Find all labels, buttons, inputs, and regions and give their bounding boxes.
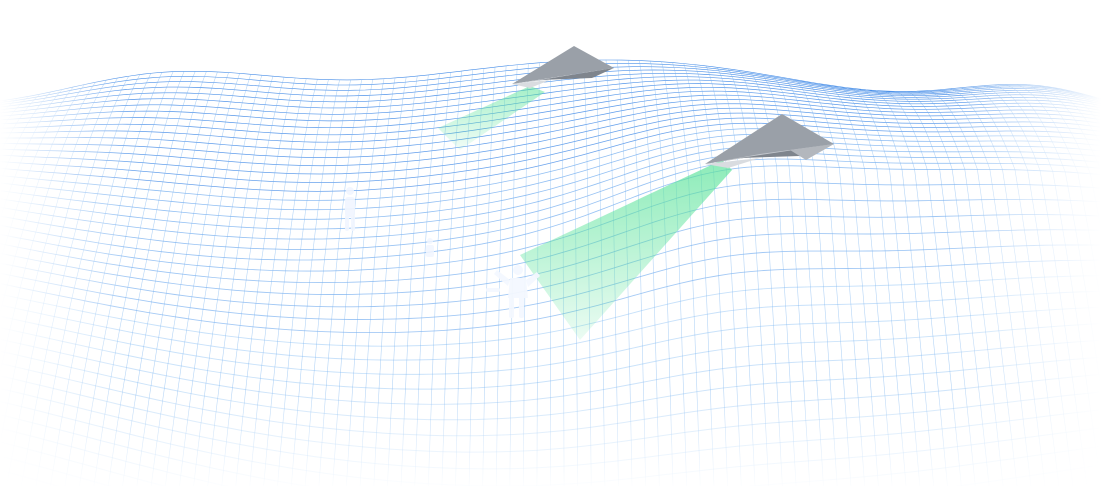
wave-mesh-scene [0,0,1101,486]
mesh-landscape-illustration [0,0,1101,486]
edge-fade-vertical [0,0,1101,486]
